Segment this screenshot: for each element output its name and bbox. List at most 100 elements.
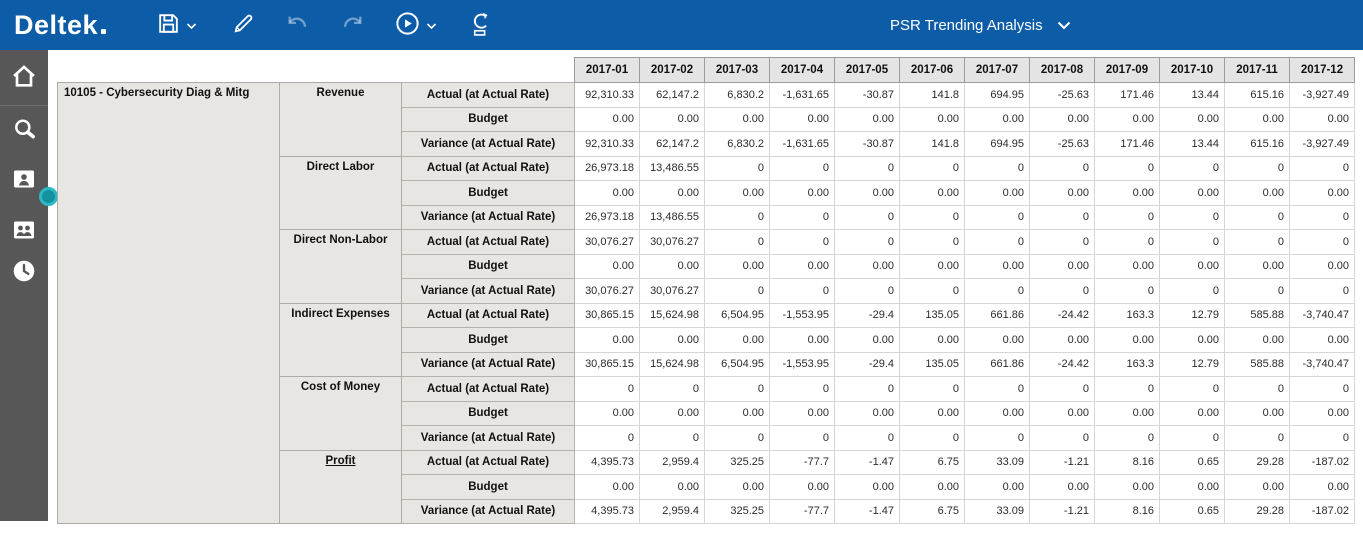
category-cell: Indirect Expenses [279,302,402,377]
value-cell: 33.09 [964,449,1030,475]
value-cell: 0.00 [769,253,835,279]
value-cell: -24.42 [1029,351,1095,377]
value-cell: -1.21 [1029,498,1095,524]
value-cell: 0.00 [1029,106,1095,132]
value-cell: 0 [899,155,965,181]
value-cell: 0.00 [899,400,965,426]
value-cell: 0.00 [1289,253,1355,279]
value-cell: 325.25 [704,498,770,524]
row-type-cell: Budget [401,253,575,279]
value-cell: 0.00 [704,253,770,279]
value-cell: 171.46 [1094,82,1160,108]
value-cell: 0 [1289,425,1355,451]
home-icon [10,62,38,93]
export-button[interactable] [465,6,498,44]
value-cell: 62,147.2 [639,131,705,157]
value-cell: 694.95 [964,82,1030,108]
value-cell: 13.44 [1159,82,1225,108]
value-cell: 0.00 [1159,106,1225,132]
value-cell: 0.00 [964,106,1030,132]
value-cell: 0.00 [574,106,640,132]
value-cell: 0 [834,229,900,255]
value-cell: 0 [1094,155,1160,181]
value-cell: 13,486.55 [639,155,705,181]
redo-button[interactable] [336,7,370,44]
month-header: 2017-11 [1224,57,1290,83]
run-button[interactable] [390,6,441,44]
value-cell: 6,830.2 [704,82,770,108]
value-cell: 0 [1094,425,1160,451]
value-cell: 0.00 [1094,180,1160,206]
value-cell: -24.42 [1029,302,1095,328]
value-cell: 0 [834,425,900,451]
sidebar-drag-handle[interactable] [39,187,58,206]
chevron-down-icon [186,18,197,33]
value-cell: 30,865.15 [574,302,640,328]
value-cell: 0 [1224,278,1290,304]
value-cell: 0.00 [1094,327,1160,353]
value-cell: 33.09 [964,498,1030,524]
value-cell: -3,740.47 [1289,351,1355,377]
value-cell: -3,927.49 [1289,131,1355,157]
value-cell: 0.00 [899,327,965,353]
month-header: 2017-02 [639,57,705,83]
value-cell: 0.00 [1289,474,1355,500]
value-cell: 6,504.95 [704,302,770,328]
value-cell: 0 [1094,204,1160,230]
play-icon [394,10,421,40]
value-cell: 0 [1029,278,1095,304]
value-cell: 0.00 [1159,180,1225,206]
value-cell: 0.00 [1289,180,1355,206]
value-cell: -3,927.49 [1289,82,1355,108]
report-selector[interactable]: PSR Trending Analysis [890,0,1071,50]
value-cell: 0.00 [639,327,705,353]
value-cell: 0 [899,204,965,230]
undo-button[interactable] [280,7,314,44]
value-cell: -29.4 [834,302,900,328]
sidebar-item-search[interactable] [0,116,48,146]
value-cell: -25.63 [1029,131,1095,157]
value-cell: -30.87 [834,82,900,108]
table-row: Profit Actual (at Actual Rate) 4,395.73 2,9… [58,449,1355,524]
value-cell: 135.05 [899,302,965,328]
row-type-cell: Budget [401,400,575,426]
chevron-down-icon [1057,17,1071,34]
save-icon [156,11,181,39]
sidebar-divider [0,105,48,106]
sidebar-item-employee[interactable] [0,168,48,193]
table-row: Budget 0.00 0.00 0.00 0.00 0.00 0.00 0.00 0.00 0.… [58,400,1355,426]
value-cell: -25.63 [1029,82,1095,108]
value-cell: 0.00 [1029,400,1095,426]
value-cell: 0 [1159,376,1225,402]
value-cell: 171.46 [1094,131,1160,157]
value-cell: 0.00 [1029,327,1095,353]
value-cell: 0 [1224,229,1290,255]
row-type-cell: Budget [401,327,575,353]
month-header: 2017-08 [1029,57,1095,83]
value-cell: 0 [1289,278,1355,304]
edit-button[interactable] [227,7,260,43]
value-cell: 0 [1159,229,1225,255]
value-cell: 0 [769,229,835,255]
value-cell: 0 [1029,155,1095,181]
value-cell: 0 [1289,204,1355,230]
value-cell: -187.02 [1289,498,1355,524]
table-row: Budget 0.00 0.00 0.00 0.00 0.00 0.00 0.00 0.00 0.… [58,180,1355,206]
value-cell: 0.00 [899,253,965,279]
category-cell[interactable]: Profit [279,449,402,524]
value-cell: 0 [964,425,1030,451]
sidebar-item-home[interactable] [0,62,48,93]
value-cell: 8.16 [1094,498,1160,524]
value-cell: 0.00 [639,180,705,206]
value-cell: 0.00 [704,106,770,132]
main-content: 2017-01 2017-02 2017-03 2017-04 2017-05 2017-… [57,57,1355,524]
sidebar-item-people[interactable] [0,219,48,244]
value-cell: -1,631.65 [769,131,835,157]
sidebar-item-time[interactable] [0,258,48,287]
value-cell: 0.00 [1094,106,1160,132]
value-cell: 0.00 [1094,253,1160,279]
table-row: Variance (at Actual Rate) 92,310.33 62,147… [58,131,1355,157]
undo-icon [284,11,310,40]
category-cell: Cost of Money [279,376,402,451]
save-button[interactable] [152,7,201,43]
